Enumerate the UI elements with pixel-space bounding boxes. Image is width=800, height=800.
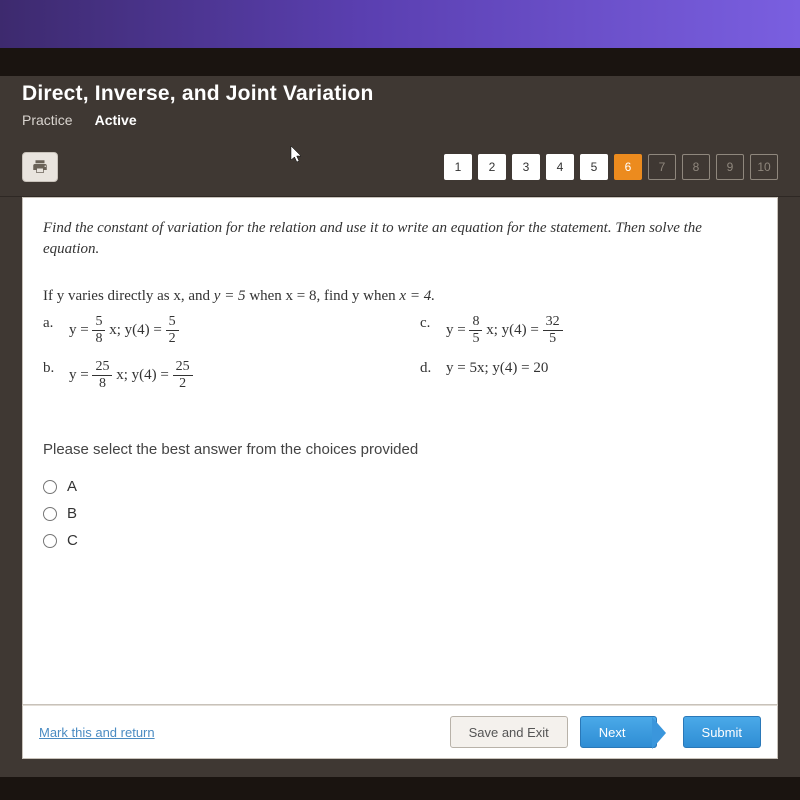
qnav-6[interactable]: 6 — [614, 154, 642, 180]
lesson-title: Direct, Inverse, and Joint Variation — [22, 82, 778, 106]
stem-yeq: y = 5 — [214, 288, 246, 304]
option-a-label: A — [67, 478, 77, 495]
cursor-icon — [290, 146, 304, 164]
qnav-7: 7 — [648, 154, 676, 180]
answer-options: A B C — [43, 478, 757, 549]
stem-xeq: x = 4. — [399, 288, 435, 304]
radio-c[interactable] — [43, 534, 57, 548]
qnav-9: 9 — [716, 154, 744, 180]
qnav-3[interactable]: 3 — [512, 154, 540, 180]
qnav-2[interactable]: 2 — [478, 154, 506, 180]
header-tabs: Practice Active — [22, 112, 778, 128]
choice-a: a. y = 58 x; y(4) = 52 — [43, 315, 380, 346]
stem-mid: when x = 8, find y when — [246, 288, 400, 304]
radio-a[interactable] — [43, 480, 57, 494]
question-panel: Find the constant of variation for the r… — [22, 197, 778, 705]
print-icon — [31, 158, 49, 176]
qnav-4[interactable]: 4 — [546, 154, 574, 180]
qnav-8: 8 — [682, 154, 710, 180]
choice-b-label: b. — [43, 360, 59, 377]
choices-grid: a. y = 58 x; y(4) = 52 b. y = 258 x; y(4… — [43, 315, 757, 405]
choice-d-label: d. — [420, 360, 436, 377]
choice-d-math: y = 5x; y(4) = 20 — [446, 360, 548, 377]
choices-col-left: a. y = 58 x; y(4) = 52 b. y = 258 x; y(4… — [43, 315, 380, 405]
option-c-label: C — [67, 532, 78, 549]
next-button[interactable]: Next — [580, 716, 657, 748]
submit-button[interactable]: Submit — [683, 716, 761, 748]
choice-c-label: c. — [420, 315, 436, 332]
option-c[interactable]: C — [43, 532, 757, 549]
choice-b-math: y = 258 x; y(4) = 252 — [69, 360, 193, 391]
question-nav: 1 2 3 4 5 6 7 8 9 10 — [444, 154, 778, 180]
choice-c: c. y = 85 x; y(4) = 325 — [420, 315, 757, 346]
choice-b: b. y = 258 x; y(4) = 252 — [43, 360, 380, 391]
answer-instruction: Please select the best answer from the c… — [43, 441, 757, 458]
gap — [0, 48, 800, 76]
tab-practice[interactable]: Practice — [22, 112, 73, 128]
option-a[interactable]: A — [43, 478, 757, 495]
qnav-1[interactable]: 1 — [444, 154, 472, 180]
choice-d: d. y = 5x; y(4) = 20 — [420, 360, 757, 377]
lesson-header: Direct, Inverse, and Joint Variation Pra… — [0, 76, 800, 138]
top-banner — [0, 0, 800, 48]
tab-active[interactable]: Active — [95, 112, 137, 128]
print-button[interactable] — [22, 152, 58, 182]
toolbar: 1 2 3 4 5 6 7 8 9 10 — [0, 138, 800, 197]
question-prompt: Find the constant of variation for the r… — [43, 218, 757, 260]
qnav-5[interactable]: 5 — [580, 154, 608, 180]
option-b-label: B — [67, 505, 77, 522]
footer-bar: Mark this and return Save and Exit Next … — [22, 705, 778, 759]
choice-a-math: y = 58 x; y(4) = 52 — [69, 315, 179, 346]
mark-return-link[interactable]: Mark this and return — [39, 725, 438, 740]
option-b[interactable]: B — [43, 505, 757, 522]
save-exit-button[interactable]: Save and Exit — [450, 716, 568, 748]
choice-a-label: a. — [43, 315, 59, 332]
choice-c-math: y = 85 x; y(4) = 325 — [446, 315, 563, 346]
radio-b[interactable] — [43, 507, 57, 521]
question-stem: If y varies directly as x, and y = 5 whe… — [43, 288, 757, 305]
qnav-10: 10 — [750, 154, 778, 180]
choices-col-right: c. y = 85 x; y(4) = 325 d. y = 5x; y(4) … — [420, 315, 757, 405]
content-wrap: Find the constant of variation for the r… — [0, 197, 800, 777]
stem-prefix: If y varies directly as x, and — [43, 288, 214, 304]
